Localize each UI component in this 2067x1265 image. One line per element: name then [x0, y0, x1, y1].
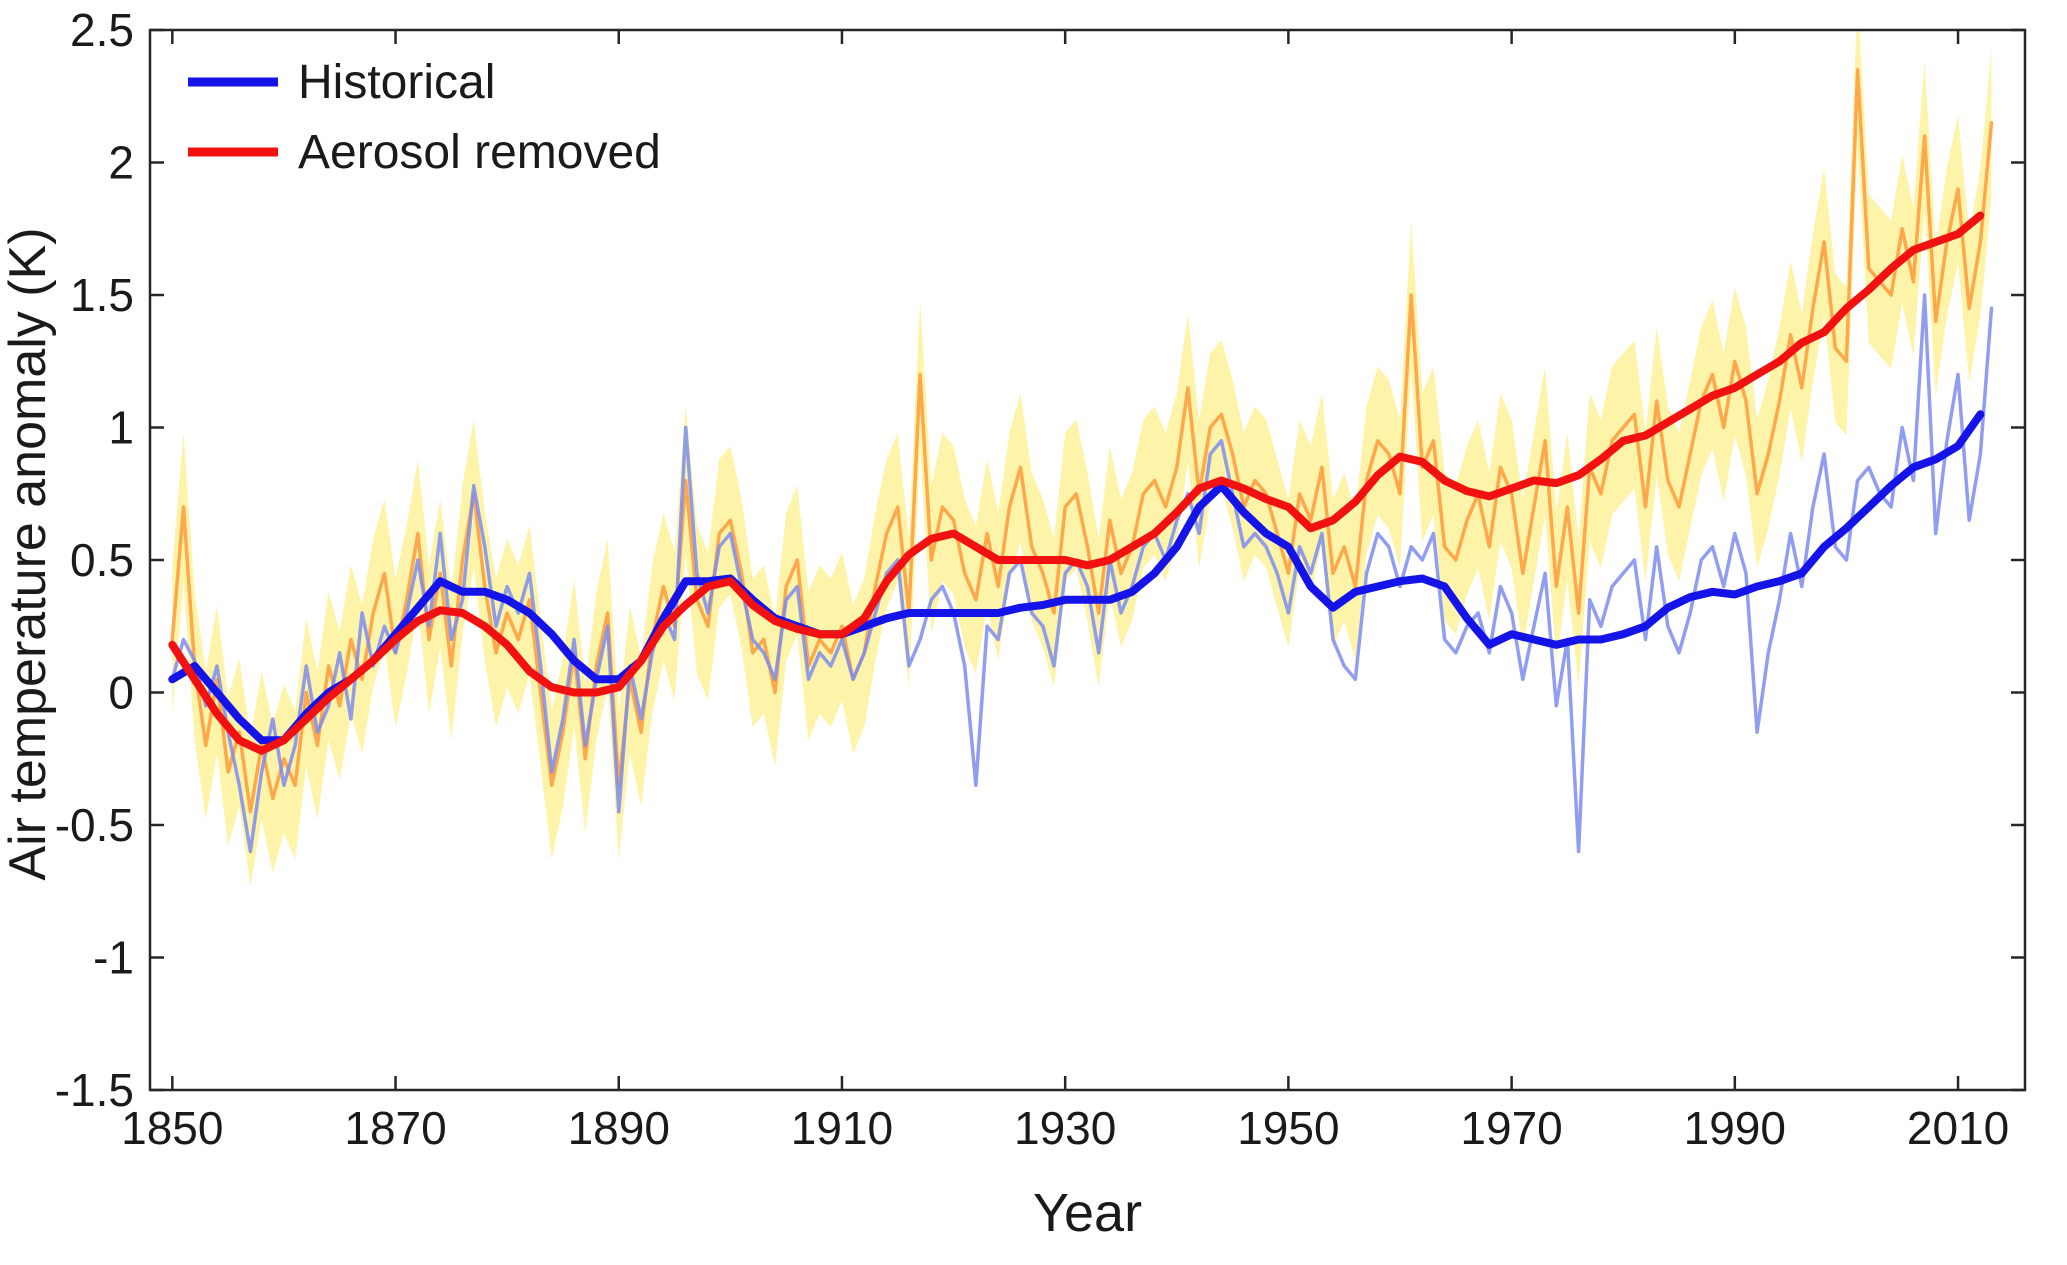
y-tick-label: 0.5 — [70, 534, 134, 586]
series-aerosol_smoothed-line — [168, 211, 1985, 755]
series-historical_smoothed-line — [168, 410, 1985, 745]
series-historical_annual-line — [170, 293, 1994, 854]
x-tick-label: 1890 — [568, 1102, 670, 1154]
series-aerosol_annual-line — [170, 68, 1994, 814]
y-tick-label: 2.5 — [70, 4, 134, 56]
legend-label-historical: Historical — [298, 56, 495, 109]
y-tick-label: 2 — [108, 137, 134, 189]
y-tick-label: -1.5 — [55, 1064, 134, 1116]
plot-area — [168, 30, 1994, 886]
x-tick-label: 1990 — [1684, 1102, 1786, 1154]
x-tick-label: 2010 — [1907, 1102, 2009, 1154]
x-tick-label: 1950 — [1237, 1102, 1339, 1154]
y-tick-label: 1.5 — [70, 269, 134, 321]
legend-label-aerosol-removed: Aerosol removed — [298, 126, 661, 179]
x-tick-label: 1930 — [1014, 1102, 1116, 1154]
x-tick-label: 1870 — [344, 1102, 446, 1154]
y-tick-label: 1 — [108, 402, 134, 454]
y-axis-title: Air temperature anomaly (K) — [0, 227, 57, 881]
x-tick-label: 1850 — [121, 1102, 223, 1154]
y-tick-label: -1 — [93, 932, 134, 984]
legend: Historical Aerosol removed — [188, 56, 661, 179]
y-tick-label: -0.5 — [55, 799, 134, 851]
x-tick-label: 1910 — [791, 1102, 893, 1154]
x-axis-title: Year — [1032, 1183, 1143, 1243]
x-tick-label: 1970 — [1460, 1102, 1562, 1154]
y-tick-label: 0 — [108, 667, 134, 719]
